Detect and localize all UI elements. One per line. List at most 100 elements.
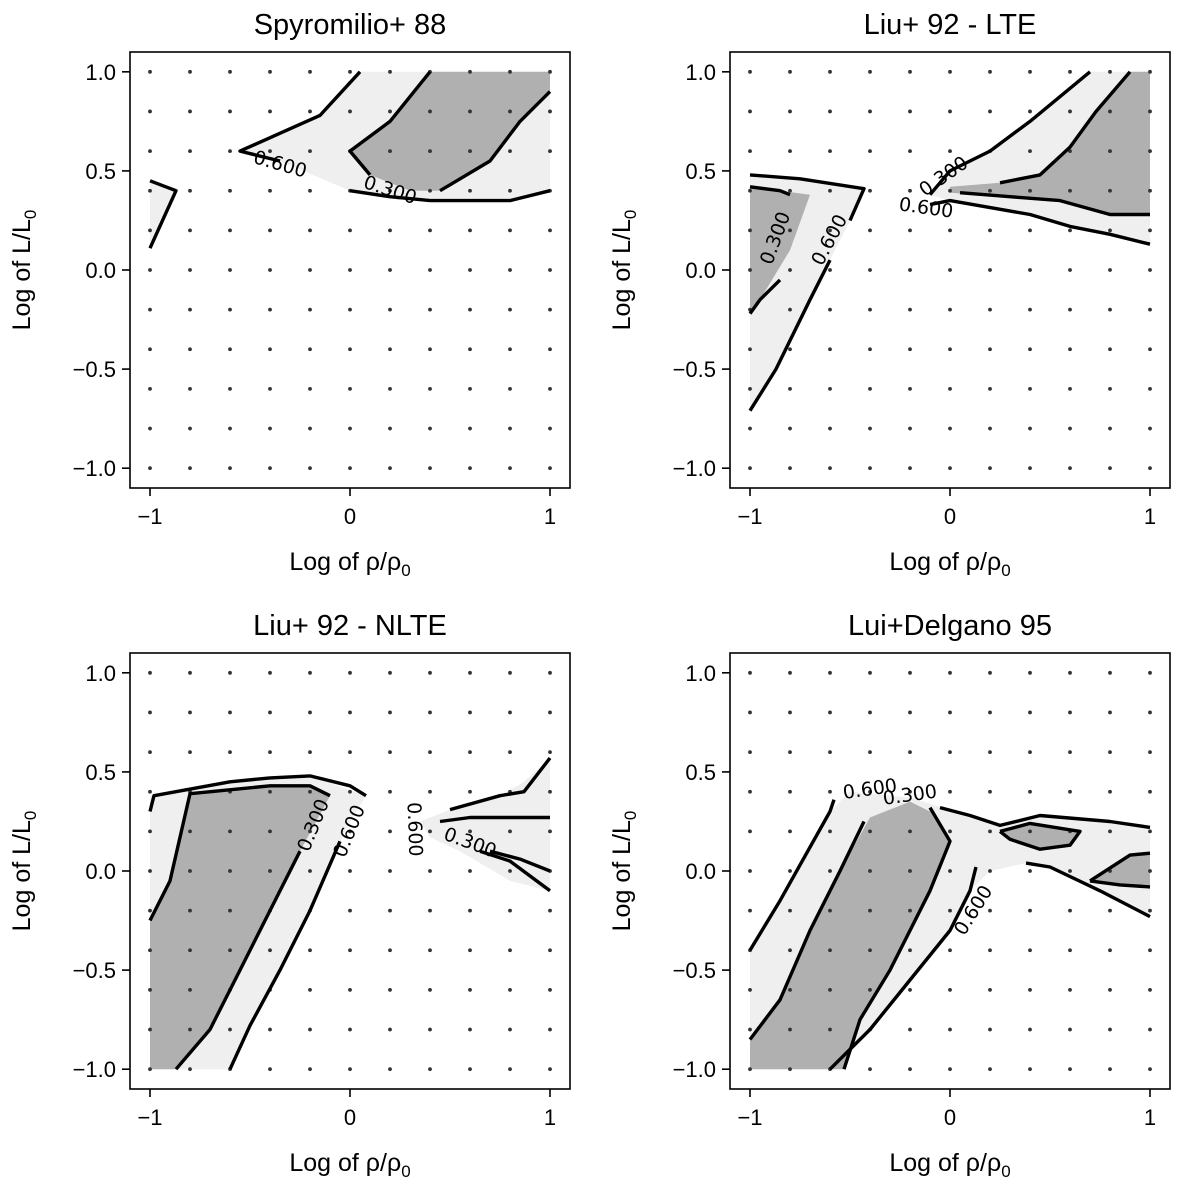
grid-dot: [548, 307, 552, 312]
grid-dot: [1028, 670, 1032, 675]
grid-dot: [828, 347, 832, 352]
grid-dot: [148, 69, 152, 74]
grid-dot: [268, 750, 272, 754]
grid-dot: [988, 188, 992, 193]
grid-dot: [748, 109, 752, 114]
grid-dot: [748, 387, 752, 391]
y-tick-label: −1.0: [673, 456, 716, 481]
grid-dot: [748, 69, 752, 74]
grid-dot: [988, 869, 992, 873]
grid-dot: [148, 908, 152, 913]
grid-dot: [468, 988, 472, 992]
grid-dot: [388, 387, 392, 391]
grid-dot: [428, 789, 432, 794]
grid-dot: [868, 347, 872, 352]
contour-line: [148, 784, 331, 922]
grid-dot: [188, 228, 192, 233]
grid-dot: [348, 109, 352, 114]
grid-dot: [788, 829, 792, 834]
grid-dot: [148, 188, 152, 193]
grid-dot: [428, 908, 432, 913]
grid-dot: [228, 466, 232, 471]
grid-dot: [508, 228, 512, 233]
grid-dot: [788, 268, 792, 272]
grid-dot: [988, 670, 992, 675]
grid-dot: [868, 1067, 872, 1072]
grid-dot: [748, 869, 752, 873]
grid-dot: [348, 908, 352, 913]
grid-dot: [548, 710, 552, 715]
grid-dot: [748, 1067, 752, 1072]
grid-dot: [548, 750, 552, 754]
grid-dot: [268, 268, 272, 272]
contour-line: [439, 90, 552, 193]
grid-dot: [788, 670, 792, 675]
y-tick-label: 0.0: [85, 859, 116, 884]
contour-line: [1025, 861, 1151, 919]
grid-dot: [828, 466, 832, 471]
x-tick-label: −1: [137, 1105, 162, 1130]
grid-dot: [828, 789, 832, 794]
contour-line: [928, 70, 1092, 196]
grid-dot: [268, 109, 272, 114]
grid-dot: [508, 908, 512, 913]
y-tick-label: −0.5: [673, 958, 716, 983]
grid-dot: [548, 948, 552, 953]
grid-dot: [428, 149, 432, 153]
grid-dot: [1068, 869, 1072, 873]
grid-dot: [308, 307, 312, 312]
grid-dot: [348, 228, 352, 233]
x-tick-label: −1: [137, 504, 162, 529]
grid-dot: [988, 908, 992, 913]
grid-dot: [1108, 750, 1112, 754]
grid-dot: [748, 466, 752, 471]
grid-dot: [748, 988, 752, 992]
grid-dot: [1028, 710, 1032, 715]
y-tick-label: −0.5: [73, 357, 116, 382]
contour-line: [479, 849, 552, 893]
grid-dot: [988, 69, 992, 74]
grid-dot: [1028, 228, 1032, 233]
grid-dot: [188, 268, 192, 272]
grid-dot: [1148, 829, 1152, 834]
grid-dot: [988, 789, 992, 794]
grid-dot: [908, 188, 912, 193]
grid-dot: [188, 149, 192, 153]
y-tick-label: −1.0: [73, 1057, 116, 1082]
chart-title: Liu+ 92 - LTE: [864, 9, 1037, 41]
contour-line: [749, 173, 866, 222]
grid-dot: [468, 109, 472, 114]
y-tick-label: 0.5: [85, 760, 116, 785]
x-tick-label: 1: [544, 504, 556, 529]
grid-dot: [188, 948, 192, 953]
grid-dot: [228, 908, 232, 913]
grid-dot: [428, 347, 432, 352]
grid-dot: [228, 188, 232, 193]
panel-top-right: Liu+ 92 - LTE 0.300 0.600 0.300 0.600 −1 0 1 −1.…: [600, 0, 1200, 601]
grid-dot: [828, 988, 832, 992]
grid-dot: [828, 228, 832, 233]
grid-dot: [148, 387, 152, 391]
grid-dot: [468, 948, 472, 953]
grid-dot: [828, 948, 832, 953]
grid-dot: [748, 750, 752, 754]
panel-bottom-left: Liu+ 92 - NLTE 0.300 0.600 0.600 0.300 −1 0 1 −1…: [0, 601, 600, 1202]
grid-dot: [1028, 109, 1032, 114]
grid-dot: [1028, 1067, 1032, 1072]
grid-dot: [1148, 466, 1152, 471]
grid-dot: [988, 988, 992, 992]
grid-dot: [188, 750, 192, 754]
grid-dot: [828, 869, 832, 873]
grid-dot: [428, 750, 432, 754]
grid-dot: [228, 109, 232, 114]
grid-dot: [988, 268, 992, 272]
grid-dot: [908, 307, 912, 312]
grid-dot: [948, 268, 952, 272]
grid-dot: [1028, 908, 1032, 913]
grid-dot: [788, 228, 792, 233]
grid-dot: [1108, 829, 1112, 834]
grid-dot: [828, 307, 832, 312]
grid-dot: [468, 789, 472, 794]
